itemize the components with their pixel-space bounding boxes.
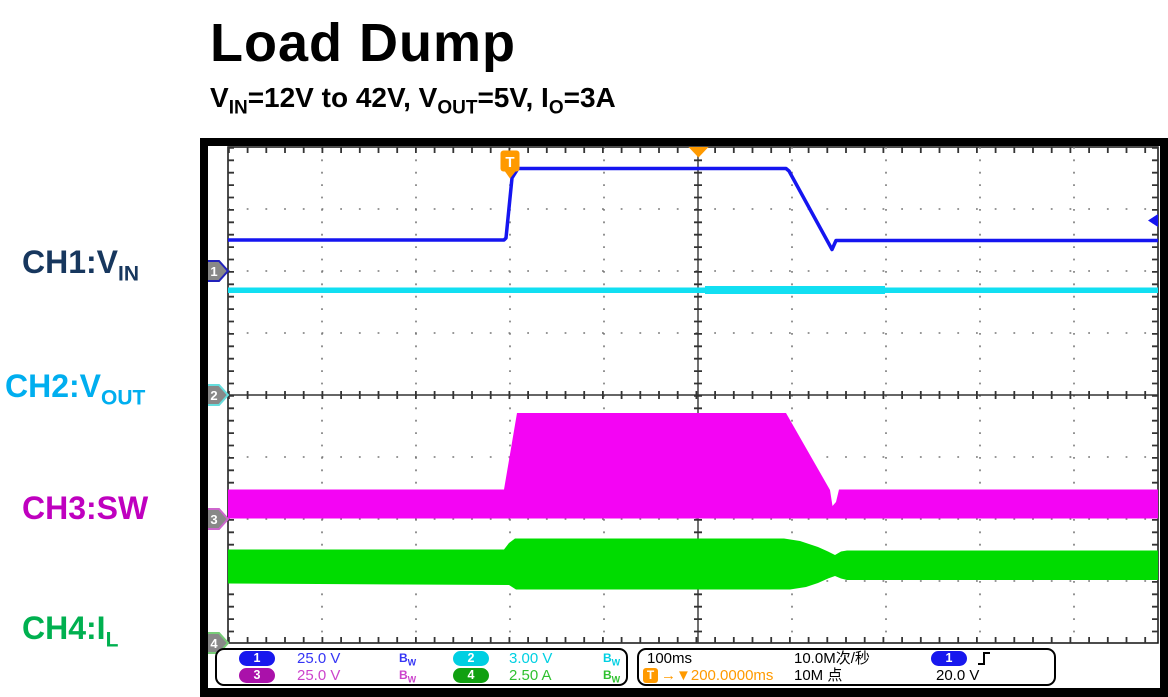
channel-label-sub: OUT: [101, 386, 146, 410]
trace-ch4-il: [228, 538, 1158, 590]
trace-ch3-sw: [228, 413, 1158, 519]
svg-text:1: 1: [210, 264, 217, 279]
trigger-source-badge: 1: [931, 651, 967, 666]
trigger-position-icon: [688, 147, 709, 158]
channel-label-ch1-vin: CH1:VIN: [22, 244, 139, 286]
ch2-scale: 3.00 V: [509, 650, 553, 667]
channel-label-text: CH2:V: [5, 368, 102, 404]
timebase-scale: 100ms: [647, 650, 693, 667]
channel-label-ch4-il: CH4:IL: [22, 610, 118, 652]
channel-label-sub: IN: [118, 262, 140, 286]
ch2-bandwidth-limit-icon: BW: [603, 651, 621, 668]
ch1-bandwidth-limit-icon: BW: [399, 651, 417, 668]
channel-label-text: CH1:V: [22, 244, 119, 280]
channel-label-text: CH3:SW: [22, 490, 149, 526]
scope-display: T 1 2 3 4: [208, 146, 1159, 654]
channel-marker-ch3: 3: [208, 508, 230, 530]
svg-text:4: 4: [210, 636, 218, 651]
trace-ch1-vin: [228, 166, 1158, 252]
ch4-scale: 2.50 A: [509, 667, 552, 684]
trace-ch2-vout-ripple: [705, 286, 885, 294]
channel-label-ch3-sw: CH3:SW: [22, 490, 148, 532]
ch2-badge: 2: [453, 651, 489, 666]
svg-text:2: 2: [210, 388, 217, 403]
subtitle-sub: IN: [228, 97, 248, 119]
trigger-level: 20.0 V: [936, 667, 980, 684]
page-title: Load Dump: [210, 13, 516, 73]
rising-edge-icon: [978, 652, 990, 665]
subtitle-text: V: [210, 82, 229, 113]
channel-marker-ch1: 1: [208, 260, 230, 282]
subtitle-text: =3A: [563, 82, 616, 113]
svg-text:3: 3: [210, 512, 217, 527]
trigger-t-icon: T: [643, 668, 658, 683]
subtitle-text: =12V to 42V, V: [247, 82, 438, 113]
subtitle-text: =5V, I: [477, 82, 549, 113]
trigger-offset: →▼200.0000ms: [661, 667, 774, 684]
ch3-scale: 25.0 V: [297, 667, 341, 684]
ch4-bandwidth-limit-icon: BW: [603, 668, 621, 685]
sample-rate: 10.0M次/秒: [794, 650, 870, 667]
timebase-trigger-panel: 100ms 10.0M次/秒 1 T →▼200.0000ms 10M 点 20…: [637, 648, 1056, 686]
trigger-t-flag-icon: T: [500, 150, 520, 179]
record-length: 10M 点: [794, 667, 843, 684]
subtitle-sub: OUT: [437, 97, 478, 119]
ch1-badge: 1: [239, 651, 275, 666]
page-subtitle: VIN=12V to 42V, VOUT=5V, IO=3A: [210, 82, 616, 120]
trace-ch2-vout: [228, 287, 1158, 293]
ch4-badge: 4: [453, 668, 489, 683]
channel-readout-panel: 1 25.0 V BW 2 3.00 V BW 3 25.0 V BW 4 2.…: [215, 648, 628, 686]
svg-text:T: T: [505, 154, 514, 171]
oscilloscope-screenshot: T 1 2 3 4 1 25.0 V BW 2 3.00 V BW: [200, 138, 1168, 697]
channel-marker-ch2: 2: [208, 384, 230, 406]
subtitle-sub: O: [548, 97, 564, 119]
channel-label-ch2-vout: CH2:VOUT: [5, 368, 145, 410]
ch1-scale: 25.0 V: [297, 650, 341, 667]
channel-label-sub: L: [105, 628, 119, 652]
channel-label-text: CH4:I: [22, 610, 106, 646]
ch3-bandwidth-limit-icon: BW: [399, 668, 417, 685]
ch3-badge: 3: [239, 668, 275, 683]
right-edge-arrow-icon: [1148, 214, 1158, 227]
